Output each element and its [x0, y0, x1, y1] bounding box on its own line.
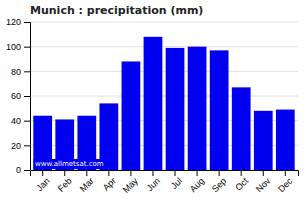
x-tick-label: Apr [101, 176, 118, 193]
y-tick: 100 [6, 42, 30, 52]
x-tick: Jan [34, 170, 51, 193]
chart: 0 20 40 60 80 100 120 Jan FebMar AprMay Jun Jul AugS… [0, 0, 306, 200]
plot-area: 0 20 40 60 80 100 120 Jan FebMar AprMay Jun Jul AugS… [6, 17, 299, 195]
x-tick-mark [197, 170, 198, 176]
grid-line [30, 96, 298, 97]
watermark: www.allmetsat.com [34, 159, 106, 169]
bar [188, 47, 207, 170]
x-tick-label: Dec [276, 175, 295, 194]
bar [210, 50, 229, 170]
x-tick-mark [263, 170, 264, 176]
y-tick: 0 [16, 165, 30, 175]
x-tick-label: Jan [34, 176, 51, 193]
x-tick: May [121, 170, 140, 195]
x-tick-mark [108, 170, 109, 176]
y-tick-mark [24, 71, 30, 72]
x-tick-mark [219, 170, 220, 176]
bar [144, 37, 163, 170]
y-tick-label: 120 [6, 17, 21, 27]
x-tick-mark [64, 170, 65, 176]
x-tick-mark [175, 170, 176, 176]
y-tick-mark [24, 96, 30, 97]
y-tick-mark [24, 145, 30, 146]
x-tick: Feb [56, 170, 74, 194]
x-tick-label: Oct [233, 175, 250, 192]
y-tick-label: 0 [16, 165, 21, 175]
x-tick-mark [241, 170, 242, 176]
x-tick-label: Nov [254, 175, 273, 194]
x-tick: Mar [78, 170, 96, 194]
grid-line [30, 22, 298, 23]
x-tick-mark [152, 170, 153, 176]
grid-line [30, 46, 298, 47]
x-tick-label: Aug [188, 176, 206, 194]
x-tick: Dec [276, 170, 295, 194]
y-tick: 60 [11, 91, 30, 101]
x-axis: Jan FebMar AprMay Jun Jul AugSep OctNovDec [31, 170, 299, 195]
y-tick-label: 100 [6, 42, 21, 52]
x-tick: Oct [233, 170, 250, 193]
x-axis-line [31, 171, 299, 177]
grid-line [30, 71, 298, 72]
x-tick-label: Jul [169, 176, 184, 191]
x-tick: Jul [169, 170, 184, 191]
x-tick-mark [42, 170, 43, 176]
x-tick: Aug [188, 170, 206, 194]
x-tick-label: Mar [78, 176, 96, 194]
bar [232, 87, 251, 170]
x-tick: Sep [210, 170, 228, 194]
x-tick-mark [86, 170, 87, 176]
x-tick-mark [130, 170, 131, 176]
bar [254, 111, 273, 170]
x-tick: Apr [101, 170, 118, 193]
y-tick-label: 60 [11, 91, 21, 101]
x-tick-label: May [121, 175, 140, 194]
title: Munich : precipitation (mm) [30, 4, 203, 17]
x-tick-label: Sep [210, 176, 228, 194]
x-tick: Jun [145, 170, 162, 193]
y-tick: 120 [6, 17, 30, 27]
bar [276, 110, 295, 170]
y-tick: 20 [11, 141, 30, 151]
x-tick: Nov [254, 170, 273, 194]
y-tick: 80 [11, 67, 30, 77]
y-tick-label: 40 [11, 116, 21, 126]
watermark-box [34, 159, 106, 169]
bar [122, 61, 141, 170]
watermark-text: www.allmetsat.com [35, 160, 104, 168]
y-tick-mark [24, 47, 30, 48]
y-tick: 40 [11, 116, 30, 126]
y-tick-mark [24, 170, 30, 171]
y-axis-line [24, 23, 31, 171]
x-tick-label: Jun [145, 176, 162, 193]
x-tick-mark [285, 170, 286, 176]
bars [33, 37, 294, 170]
y-tick-mark [24, 121, 30, 122]
y-tick-mark [24, 22, 30, 23]
y-tick-label: 80 [11, 67, 21, 77]
x-tick-label: Feb [56, 176, 74, 194]
y-tick-label: 20 [11, 141, 21, 151]
bar [166, 48, 185, 170]
grid [30, 22, 298, 170]
y-axis: 0 20 40 60 80 100 120 [6, 17, 31, 175]
